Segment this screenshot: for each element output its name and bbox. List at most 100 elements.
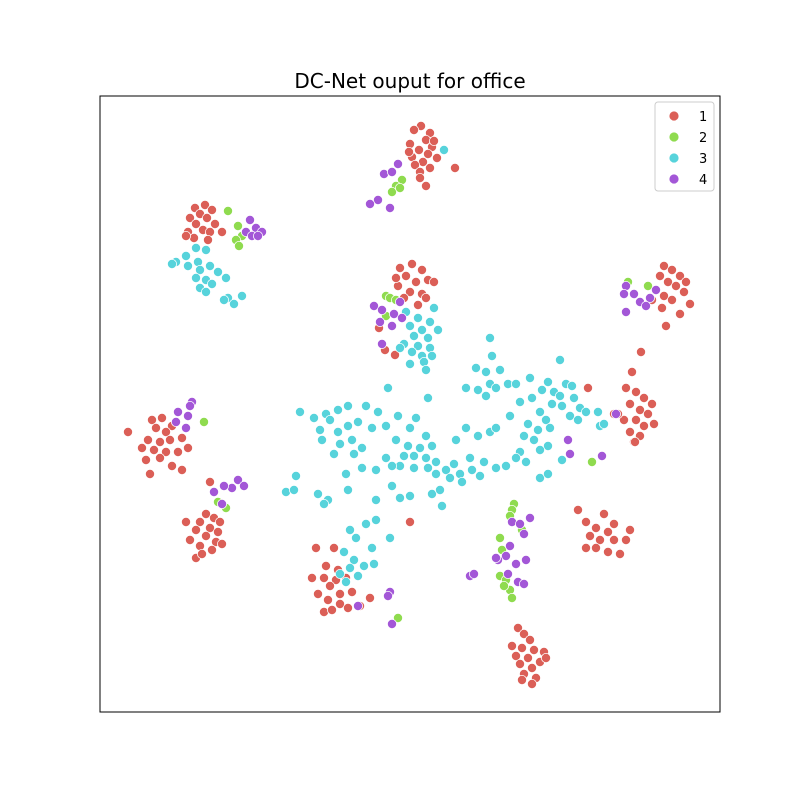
scatter-point-series-3 [593, 406, 604, 417]
scatter-point-series-1 [659, 260, 670, 271]
scatter-point-series-1 [204, 523, 215, 534]
scatter-point-series-1 [184, 535, 195, 546]
scatter-point-series-3 [318, 498, 329, 509]
scatter-point-series-3 [228, 298, 239, 309]
scatter-point-series-3 [312, 488, 323, 499]
scatter-point-series-3 [290, 470, 301, 481]
scatter-point-series-3 [346, 434, 357, 445]
scatter-point-series-3 [404, 422, 415, 433]
scatter-point-series-4 [641, 300, 652, 311]
scatter-point-series-3 [358, 561, 369, 572]
scatter-point-series-1 [334, 589, 345, 600]
scatter-point-series-3 [328, 448, 339, 459]
scatter-point-series-1 [209, 218, 220, 229]
scatter-point-series-3 [533, 424, 544, 435]
scatter-point-series-4 [392, 158, 403, 169]
scatter-point-series-1 [144, 468, 155, 479]
scatter-point-series-3 [414, 442, 425, 453]
scatter-point-series-4 [565, 448, 576, 459]
scatter-point-series-4 [386, 619, 397, 630]
scatter-point-series-3 [430, 468, 441, 479]
legend-marker-2 [668, 131, 680, 143]
scatter-point-series-3 [412, 312, 423, 323]
scatter-point-series-3 [484, 332, 495, 343]
scatter-point-series-4 [388, 308, 399, 319]
scatter-point-series-3 [324, 414, 335, 425]
scatter-point-series-1 [635, 404, 646, 415]
scatter-point-series-2 [386, 186, 397, 197]
scatter-point-series-1 [416, 264, 427, 275]
scatter-point-series-3 [480, 390, 491, 401]
scatter-point-series-3 [486, 350, 497, 361]
scatter-point-series-3 [444, 472, 455, 483]
plot-area-frame [99, 95, 721, 713]
scatter-point-series-1 [631, 414, 642, 425]
scatter-point-series-3 [340, 468, 351, 479]
scatter-point-series-3 [356, 462, 367, 473]
scatter-point-series-1 [346, 587, 357, 598]
scatter-point-series-3 [567, 380, 578, 391]
scatter-point-series-1 [424, 162, 435, 173]
scatter-point-series-4 [376, 304, 387, 315]
scatter-point-series-3 [412, 340, 423, 351]
scatter-point-series-1 [414, 172, 425, 183]
scatter-point-series-3 [424, 316, 435, 327]
scatter-point-series-1 [212, 527, 223, 538]
scatter-point-series-2 [506, 593, 517, 604]
scatter-point-series-3 [408, 450, 419, 461]
scatter-point-series-3 [472, 430, 483, 441]
scatter-point-series-4 [597, 450, 608, 461]
scatter-point-series-1 [390, 272, 401, 283]
scatter-point-series-4 [394, 296, 405, 307]
scatter-point-series-3 [490, 422, 501, 433]
scatter-point-series-1 [201, 212, 212, 223]
scatter-point-series-3 [180, 250, 191, 261]
scatter-point-series-1 [517, 643, 528, 654]
scatter-point-series-3 [206, 278, 217, 289]
scatter-point-series-3 [515, 396, 526, 407]
scatter-point-series-1 [431, 152, 442, 163]
scatter-point-series-3 [565, 410, 576, 421]
scatter-point-series-3 [436, 500, 447, 511]
scatter-point-series-1 [150, 422, 161, 433]
scatter-point-series-4 [502, 569, 513, 580]
scatter-point-series-3 [448, 458, 459, 469]
scatter-point-series-1 [525, 635, 536, 646]
scatter-point-series-3 [460, 422, 471, 433]
scatter-point-series-4 [396, 312, 407, 323]
scatter-point-series-3 [525, 372, 536, 383]
scatter-point-series-3 [360, 400, 371, 411]
scatter-point-series-4 [619, 288, 630, 299]
scatter-point-series-2 [394, 182, 405, 193]
scatter-point-series-3 [543, 440, 554, 451]
scatter-point-series-1 [527, 663, 538, 674]
scatter-point-series-4 [515, 519, 526, 530]
scatter-point-series-2 [587, 456, 598, 467]
scatter-point-series-1 [619, 414, 630, 425]
scatter-point-series-3 [504, 410, 515, 421]
scatter-point-series-1 [322, 595, 333, 606]
scatter-point-series-3 [348, 555, 359, 566]
scatter-point-series-3 [342, 400, 353, 411]
scatter-point-series-4 [218, 480, 229, 491]
scatter-point-series-3 [200, 286, 211, 297]
scatter-point-series-3 [288, 484, 299, 495]
scatter-point-series-3 [166, 258, 177, 269]
scatter-point-series-1 [364, 593, 375, 604]
scatter-point-series-3 [543, 468, 554, 479]
scatter-point-series-3 [422, 392, 433, 403]
scatter-point-series-3 [332, 426, 343, 437]
scatter-point-series-4 [208, 486, 219, 497]
scatter-point-series-4 [180, 422, 191, 433]
scatter-point-series-3 [573, 414, 584, 425]
scatter-point-series-4 [651, 284, 662, 295]
scatter-point-series-3 [428, 302, 439, 313]
scatter-point-series-2 [643, 280, 654, 291]
scatter-point-series-1 [156, 412, 167, 423]
scatter-point-series-1 [176, 432, 187, 443]
scatter-point-series-1 [196, 549, 207, 560]
scatter-point-series-1 [506, 641, 517, 652]
scatter-point-series-3 [200, 244, 211, 255]
scatter-point-series-4 [504, 541, 515, 552]
scatter-point-series-1 [639, 420, 650, 431]
